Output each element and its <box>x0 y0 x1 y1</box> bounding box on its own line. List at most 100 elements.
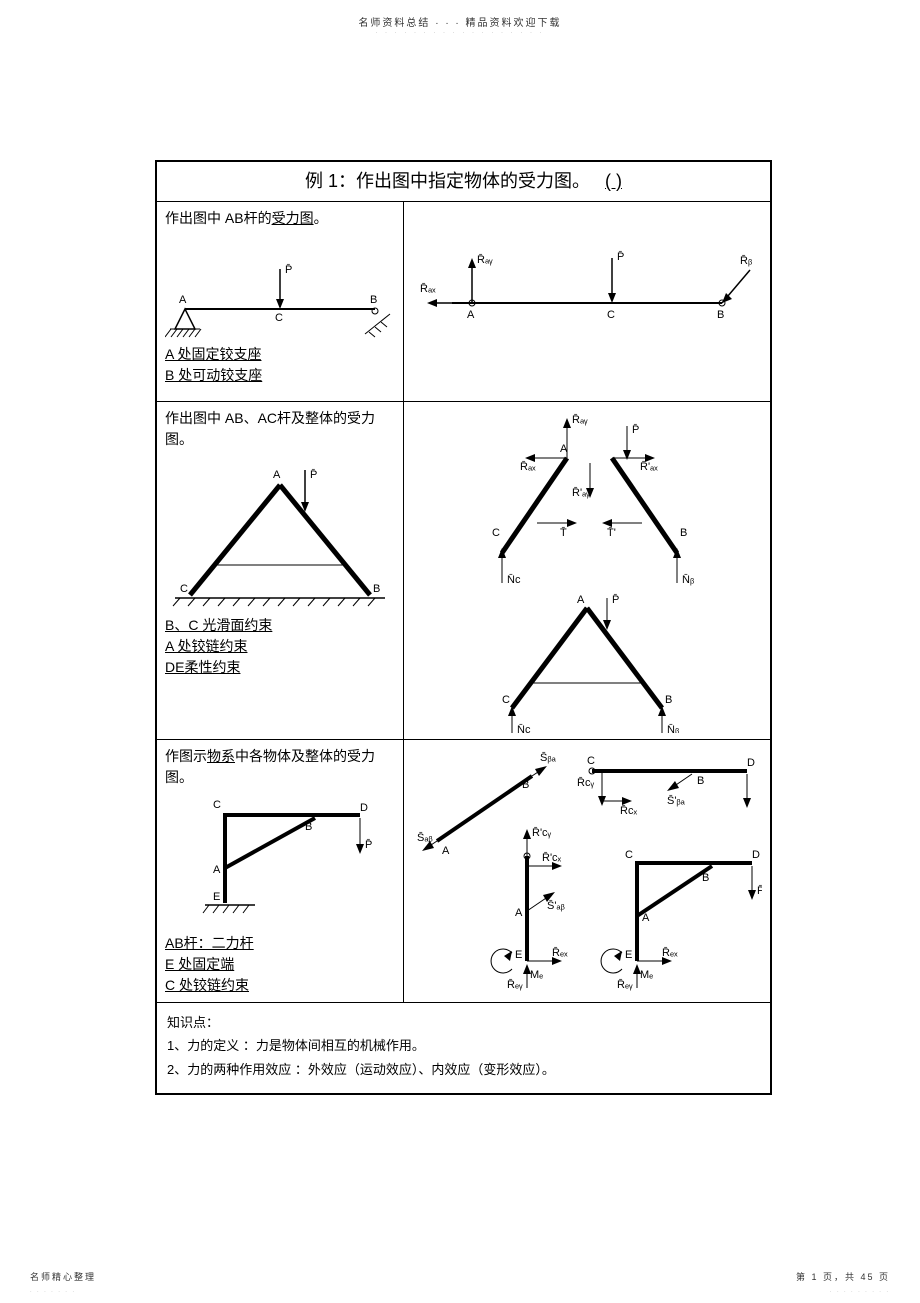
svg-text:R̄'ₐₓ: R̄'ₐₓ <box>640 460 658 473</box>
r1-diagram-left: A B P̄ C <box>165 229 395 344</box>
r1-text-u: 受力图 <box>272 210 314 226</box>
svg-text:A: A <box>515 907 523 919</box>
svg-text:C: C <box>502 694 510 706</box>
svg-text:R̄ᵦ: R̄ᵦ <box>740 254 753 267</box>
svg-text:S̄'ₐᵦ: S̄'ₐᵦ <box>547 899 566 912</box>
svg-text:R̄'cᵧ: R̄'cᵧ <box>532 826 552 839</box>
svg-text:B: B <box>680 527 687 539</box>
svg-text:P̄: P̄ <box>365 838 372 851</box>
svg-text:A: A <box>467 309 475 321</box>
svg-text:E: E <box>625 949 632 961</box>
svg-text:A: A <box>560 443 568 455</box>
r2-link1[interactable]: B、C 光滑面约束 <box>165 617 272 633</box>
r3-diagram-left: C D B A E P̄ <box>165 788 395 933</box>
svg-text:N̄ᵦ: N̄ᵦ <box>682 573 695 586</box>
svg-text:R̄ₑᵧ: R̄ₑᵧ <box>617 978 633 991</box>
r1-text: 作出图中 AB杆的 <box>165 210 272 226</box>
r3-right: S̄ₐᵦ A S̄ᵦₐ B C D R̄cᵧ R̄cₓ S̄'ᵦₐ B <box>404 740 772 1003</box>
svg-text:N̄c: N̄c <box>507 573 521 586</box>
svg-text:P̄: P̄ <box>617 250 624 263</box>
svg-text:P̄: P̄ <box>285 263 292 276</box>
svg-text:D: D <box>360 802 368 814</box>
svg-text:B: B <box>305 821 312 833</box>
main-table: 例 1：作出图中指定物体的受力图。 ( ) 作出图中 AB杆的受力图。 A <box>155 160 772 1095</box>
svg-text:C: C <box>625 849 633 861</box>
svg-text:Mₑ: Mₑ <box>530 969 543 981</box>
svg-text:S̄ₐᵦ: S̄ₐᵦ <box>417 831 433 844</box>
r3-text-u: 物系 <box>207 748 235 764</box>
r2-link2[interactable]: A 处铰链约束 <box>165 638 247 654</box>
svg-text:R̄ₐᵧ: R̄ₐᵧ <box>572 413 588 426</box>
svg-text:P̄: P̄ <box>632 423 639 436</box>
r1-link2[interactable]: B 处可动铰支座 <box>165 367 262 383</box>
r2-link3[interactable]: DE柔性约束 <box>165 659 240 675</box>
dots-left: · · · · · · · <box>30 1289 76 1295</box>
svg-text:R̄'ₐᵧ: R̄'ₐᵧ <box>572 486 590 499</box>
r2-right: R̄ₐᵧ R̄ₐₓ A P̄ R̄'ₐₓ R̄'ₐᵧ T̄ T̄' <box>404 402 772 740</box>
svg-text:Mₑ: Mₑ <box>640 969 653 981</box>
r2-text: 作出图中 AB、AC杆及整体的受力图。 <box>165 410 375 447</box>
svg-text:A: A <box>577 594 585 606</box>
svg-text:C: C <box>213 799 221 811</box>
svg-text:N̄c: N̄c <box>517 723 531 733</box>
svg-text:A: A <box>179 294 187 306</box>
svg-text:R̄ₑₓ: R̄ₑₓ <box>662 946 678 959</box>
svg-text:C: C <box>492 527 500 539</box>
r1-text-end: 。 <box>314 210 328 226</box>
svg-text:P̄: P̄ <box>310 468 317 481</box>
svg-text:P̄: P̄ <box>757 884 762 897</box>
knowledge-cell: 知识点： 1、力的定义 ：力是物体间相互的机械作用。 2、力的两种作用效应 ：外… <box>156 1003 771 1095</box>
svg-text:C: C <box>587 755 595 767</box>
svg-text:R̄'cₓ: R̄'cₓ <box>542 851 562 864</box>
r1-left: 作出图中 AB杆的受力图。 A <box>156 202 404 402</box>
svg-text:R̄cₓ: R̄cₓ <box>620 804 637 817</box>
svg-text:R̄cᵧ: R̄cᵧ <box>577 776 594 789</box>
title-link-tail[interactable]: ( ) <box>605 171 622 191</box>
svg-text:S̄ᵦₐ: S̄ᵦₐ <box>540 751 557 764</box>
svg-text:T̄: T̄ <box>560 526 567 539</box>
svg-text:N̄ᵦ: N̄ᵦ <box>667 723 680 733</box>
svg-text:A: A <box>642 912 650 924</box>
svg-text:P̄: P̄ <box>612 593 619 606</box>
svg-text:B: B <box>697 775 704 787</box>
svg-text:R̄ₐₓ: R̄ₐₓ <box>520 460 536 473</box>
footer-right: 第 1 页，共 45 页 <box>796 1270 890 1283</box>
svg-text:S̄'ᵦₐ: S̄'ᵦₐ <box>667 794 686 807</box>
svg-text:A: A <box>213 864 221 876</box>
r2-diagram-left: P̄ A C B <box>165 450 395 615</box>
svg-text:B: B <box>717 309 724 321</box>
r3-link1[interactable]: AB杆：二力杆 <box>165 935 254 951</box>
knowledge-l1: 1、力的定义 ：力是物体间相互的机械作用。 <box>167 1034 760 1057</box>
svg-text:R̄ₐₓ: R̄ₐₓ <box>420 282 436 295</box>
svg-text:R̄ₑᵧ: R̄ₑᵧ <box>507 978 523 991</box>
page-header: 名师资料总结 · · · 精品资料欢迎下载 <box>0 14 920 29</box>
svg-text:A: A <box>442 845 450 857</box>
svg-text:B: B <box>373 583 380 595</box>
svg-text:B: B <box>702 872 709 884</box>
r2-diagram-right: R̄ₐᵧ R̄ₐₓ A P̄ R̄'ₐₓ R̄'ₐᵧ T̄ T̄' <box>412 408 762 733</box>
title-cell: 例 1：作出图中指定物体的受力图。 ( ) <box>156 161 771 202</box>
svg-text:D: D <box>752 849 760 861</box>
r2-left: 作出图中 AB、AC杆及整体的受力图。 <box>156 402 404 740</box>
r1-link1[interactable]: A 处固定铰支座 <box>165 346 261 362</box>
knowledge-title: 知识点： <box>167 1011 760 1034</box>
svg-text:D: D <box>747 757 755 769</box>
svg-text:A: A <box>273 469 281 481</box>
footer-left: 名师精心整理 <box>30 1270 96 1283</box>
svg-text:B: B <box>522 779 529 791</box>
r1-right: R̄ₐᵧ R̄ₐₓ A P̄ C R̄ᵦ B <box>404 202 772 402</box>
svg-text:E: E <box>213 891 220 903</box>
r1-diagram-right: R̄ₐᵧ R̄ₐₓ A P̄ C R̄ᵦ B <box>412 208 762 348</box>
r3-diagram-right: S̄ₐᵦ A S̄ᵦₐ B C D R̄cᵧ R̄cₓ S̄'ᵦₐ B <box>412 746 762 991</box>
svg-text:C: C <box>180 583 188 595</box>
title-text: 例 1：作出图中指定物体的受力图。 <box>305 171 590 191</box>
svg-text:B: B <box>370 294 377 306</box>
knowledge-l2: 2、力的两种作用效应 ：外效应（运动效应）、内效应（变形效应）。 <box>167 1058 760 1081</box>
r3-link3[interactable]: C 处铰链约束 <box>165 977 249 993</box>
dots-decoration: · · · · · · · · · · · · · · · · · · <box>0 30 920 36</box>
r3-link2[interactable]: E 处固定端 <box>165 956 234 972</box>
svg-text:E: E <box>515 949 522 961</box>
svg-text:C: C <box>275 312 283 324</box>
r3-left: 作图示物系中各物体及整体的受力图。 C D B A E <box>156 740 404 1003</box>
svg-text:R̄ₑₓ: R̄ₑₓ <box>552 946 568 959</box>
